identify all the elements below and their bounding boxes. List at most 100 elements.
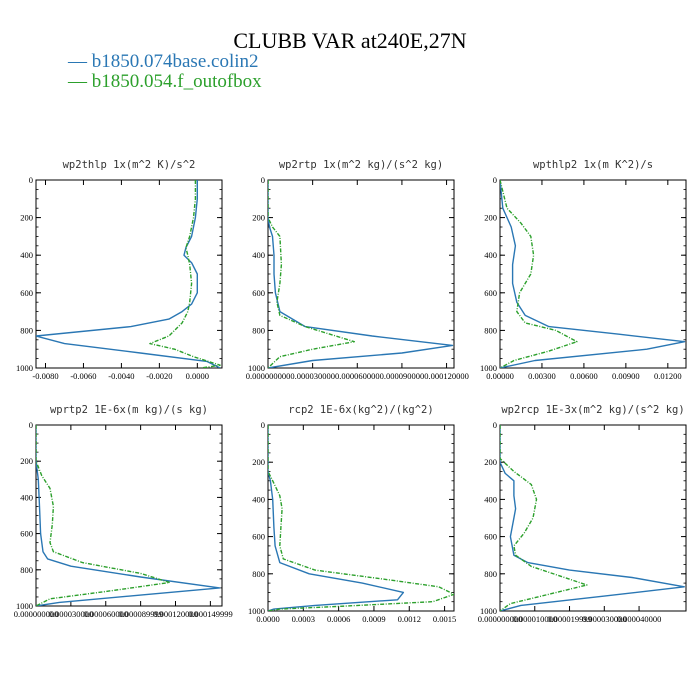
x-tick-label: 0.000010000 xyxy=(512,614,557,624)
figure-title: CLUBB VAR at240E,27N xyxy=(233,28,467,53)
y-tick-label: 1000 xyxy=(248,363,265,373)
x-tick-label: 0.000120000 xyxy=(153,609,198,619)
y-tick-label: 0 xyxy=(261,175,265,185)
x-tick-label: 0.00600 xyxy=(570,371,598,381)
y-tick-label: 800 xyxy=(20,565,33,575)
y-tick-label: 200 xyxy=(484,213,497,223)
y-tick-label: 200 xyxy=(484,457,497,467)
y-tick-label: 800 xyxy=(252,569,265,579)
plot-frame xyxy=(35,424,223,607)
series-line-outofbox xyxy=(500,180,578,368)
x-tick-label: 0.000060000 xyxy=(335,371,380,381)
x-tick-label: 0.000030000 xyxy=(290,371,335,381)
y-tick-label: 400 xyxy=(252,494,265,504)
x-tick-label: -0.0040 xyxy=(108,371,134,381)
x-tick-label: -0.0060 xyxy=(70,371,96,381)
x-tick-label: 0.000000000 xyxy=(14,609,59,619)
legend-entry-outofbox: — b1850.054.f_outofbox xyxy=(68,71,262,93)
series-line-outofbox xyxy=(268,425,454,611)
y-tick-label: 800 xyxy=(484,569,497,579)
y-tick-label: 0 xyxy=(493,175,497,185)
x-tick-label: 0.000149999 xyxy=(188,609,233,619)
legend-label-outofbox: b1850.054.f_outofbox xyxy=(91,71,262,92)
y-tick-label: 400 xyxy=(484,494,497,504)
panel-title: wprtp2 1E-6x(m kg)/(s kg) xyxy=(50,404,208,416)
x-tick-label: 0.000120000 xyxy=(424,371,469,381)
x-tick-label: 0.000000000 xyxy=(478,614,523,624)
y-tick-label: 400 xyxy=(252,250,265,260)
x-tick-label: 0.0012 xyxy=(398,614,421,624)
x-tick-label: 0.000000000 xyxy=(246,371,291,381)
y-tick-label: 1000 xyxy=(16,363,33,373)
x-tick-label: 0.0000 xyxy=(186,371,209,381)
plot-frame xyxy=(35,179,223,369)
x-tick-label: -0.0080 xyxy=(32,371,58,381)
y-tick-label: 400 xyxy=(484,250,497,260)
y-tick-label: 0 xyxy=(261,420,265,430)
y-tick-label: 600 xyxy=(20,529,33,539)
y-tick-label: 400 xyxy=(20,250,33,260)
y-tick-label: 1000 xyxy=(16,601,33,611)
x-tick-label: 0.000090000 xyxy=(380,371,425,381)
x-tick-label: 0.01200 xyxy=(654,371,682,381)
panel-title: wp2rtp 1x(m^2 kg)/(s^2 kg) xyxy=(279,159,443,171)
y-tick-label: 0 xyxy=(29,420,33,430)
y-tick-label: 600 xyxy=(252,532,265,542)
series-line-base xyxy=(268,180,454,368)
legend-label-base: b1850.074base.colin2 xyxy=(91,51,259,72)
x-tick-label: 0.0006 xyxy=(327,614,350,624)
chart-panel-4: rcp2 1E-6x(kg^2)/(kg^2) 0 200 400 600 800 1000… xyxy=(248,404,456,624)
chart-panel-2: wpthlp2 1x(m K^2)/s020040060080010000.00… xyxy=(480,159,687,381)
y-tick-label: 0 xyxy=(29,175,33,185)
chart-panel-5: wp2rcp 1E-3x(m^2 kg)/(s^2 kg) 0 200 400 600 8… xyxy=(478,404,687,624)
legend-swatch-outofbox: — xyxy=(68,71,92,92)
series-line-base xyxy=(36,425,221,606)
panel-title: wp2rcp 1E-3x(m^2 kg)/(s^2 kg) xyxy=(501,404,684,416)
x-tick-label: 0.0009 xyxy=(362,614,385,624)
chart-panel-0: wp2thlp 1x(m^2 K)/s^202004006008001000-0… xyxy=(16,159,223,381)
chart-panel-3: wprtp2 1E-6x(m kg)/(s kg) 0 200 400 600 800 10… xyxy=(14,404,233,619)
y-tick-label: 200 xyxy=(252,457,265,467)
x-tick-label: 0.000030000 xyxy=(49,609,94,619)
series-line-outofbox xyxy=(36,425,171,606)
panel-title: wp2thlp 1x(m^2 K)/s^2 xyxy=(63,159,196,171)
plot-frame xyxy=(267,179,455,369)
series-line-base xyxy=(500,180,686,368)
series-line-outofbox xyxy=(500,425,588,611)
y-tick-label: 800 xyxy=(20,325,33,335)
series-line-base xyxy=(36,180,221,368)
y-tick-label: 200 xyxy=(20,213,33,223)
y-tick-label: 600 xyxy=(484,288,497,298)
x-tick-label: 0.0015 xyxy=(433,614,456,624)
x-tick-label: 0.0003 xyxy=(292,614,315,624)
x-tick-label: 0.00000 xyxy=(486,371,514,381)
x-tick-label: 0.000089999 xyxy=(118,609,163,619)
x-tick-label: -0.0020 xyxy=(146,371,172,381)
y-tick-label: 800 xyxy=(484,325,497,335)
chart-panel-1: wp2rtp 1x(m^2 kg)/(s^2 kg) 0 200 400 600 800 1… xyxy=(246,159,469,381)
y-tick-label: 200 xyxy=(252,213,265,223)
y-tick-label: 200 xyxy=(20,456,33,466)
series-line-base xyxy=(500,425,685,611)
series-line-outofbox xyxy=(149,180,221,368)
x-tick-label: 0.000060000 xyxy=(83,609,128,619)
x-tick-label: 0.000019999 xyxy=(547,614,592,624)
legend-entry-base: — b1850.074base.colin2 xyxy=(68,51,259,73)
y-tick-label: 600 xyxy=(484,532,497,542)
plot-frame xyxy=(499,179,687,369)
y-tick-label: 1000 xyxy=(480,363,497,373)
y-tick-label: 1000 xyxy=(248,606,265,616)
legend-swatch-base: — xyxy=(68,51,92,72)
series-line-base xyxy=(268,425,405,611)
panel-title: rcp2 1E-6x(kg^2)/(kg^2) xyxy=(288,404,433,416)
y-tick-label: 800 xyxy=(252,325,265,335)
panel-title: wpthlp2 1x(m K^2)/s xyxy=(533,159,653,171)
series-line-outofbox xyxy=(268,180,355,368)
x-tick-label: 0.0000 xyxy=(256,614,279,624)
y-tick-label: 600 xyxy=(20,288,33,298)
y-tick-label: 400 xyxy=(20,492,33,502)
y-tick-label: 1000 xyxy=(480,606,497,616)
y-tick-label: 600 xyxy=(252,288,265,298)
y-tick-label: 0 xyxy=(493,420,497,430)
